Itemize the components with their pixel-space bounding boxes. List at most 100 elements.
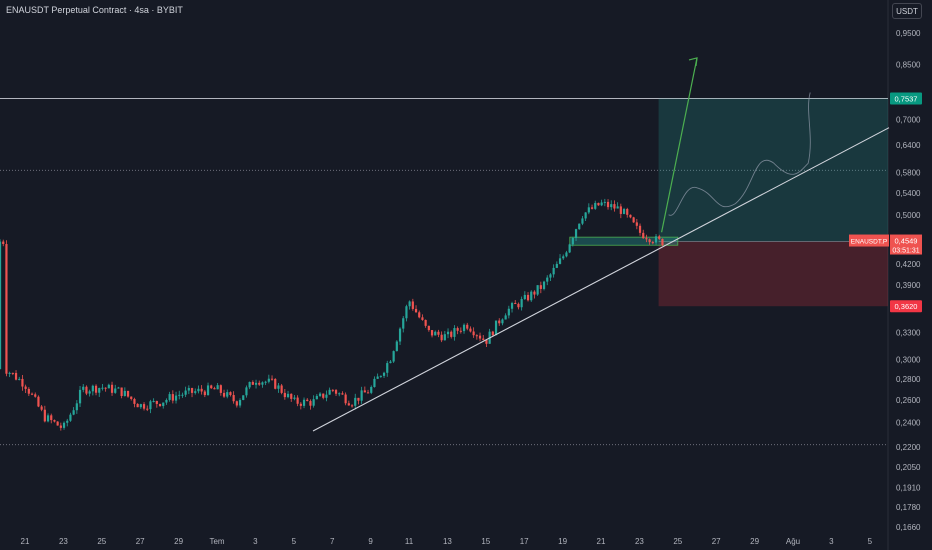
- candle: [482, 338, 485, 340]
- candle: [552, 267, 555, 275]
- candle: [18, 378, 21, 380]
- candle: [40, 406, 43, 410]
- y-tick-label: 0,3900: [896, 281, 921, 290]
- candle: [126, 390, 130, 397]
- candle: [37, 396, 40, 407]
- candle: [203, 391, 206, 396]
- currency-button[interactable]: USDT: [892, 3, 922, 19]
- candle: [408, 301, 411, 307]
- candle: [229, 392, 232, 396]
- candle: [386, 363, 389, 373]
- x-tick-label: 3: [253, 537, 258, 546]
- candle: [168, 394, 171, 400]
- candle: [555, 263, 558, 268]
- x-tick-label: 5: [292, 537, 297, 546]
- x-tick-label: 23: [59, 537, 68, 546]
- candle: [101, 387, 104, 389]
- candle: [94, 385, 98, 393]
- candle: [600, 202, 603, 206]
- y-tick-label: 0,2050: [896, 463, 921, 472]
- candle: [46, 415, 50, 422]
- y-tick-label: 0,4200: [896, 260, 921, 269]
- long-position-target-zone[interactable]: [658, 98, 888, 242]
- chart-title: ENAUSDT Perpetual Contract · 4sa · BYBIT: [6, 5, 183, 15]
- y-tick-label: 0,5000: [896, 211, 921, 220]
- y-tick-label: 0,3300: [896, 328, 921, 337]
- candle: [549, 274, 552, 278]
- candle: [114, 388, 117, 393]
- candle: [584, 212, 587, 219]
- candle: [197, 388, 200, 392]
- x-tick-label: 5: [868, 537, 873, 546]
- candle: [603, 201, 606, 203]
- candle: [213, 388, 216, 390]
- current-price-badge: [890, 234, 922, 255]
- candle: [78, 389, 82, 404]
- y-tick-label: 0,5800: [896, 169, 921, 178]
- candle: [286, 393, 290, 398]
- candle: [376, 376, 379, 379]
- candle: [290, 393, 293, 399]
- candle: [574, 229, 578, 239]
- candle: [312, 399, 315, 406]
- candle: [344, 394, 347, 404]
- candle: [120, 387, 123, 397]
- x-tick-label: 27: [136, 537, 145, 546]
- candle: [430, 330, 434, 336]
- candle: [546, 277, 549, 282]
- candle: [338, 393, 341, 395]
- candle: [398, 328, 402, 342]
- candle: [389, 361, 392, 364]
- countdown-text: 03:51:31: [892, 248, 919, 255]
- candle: [296, 397, 299, 404]
- projection-arrow[interactable]: [661, 57, 698, 233]
- y-tick-label: 0,2800: [896, 375, 921, 384]
- long-position-stop-zone[interactable]: [658, 241, 888, 307]
- y-tick-label: 0,8500: [896, 60, 921, 69]
- candle: [88, 391, 91, 394]
- candle: [536, 285, 539, 295]
- x-tick-label: 27: [712, 537, 721, 546]
- candle: [594, 202, 597, 209]
- y-tick-label: 0,5400: [896, 189, 921, 198]
- candle: [264, 381, 267, 383]
- y-tick-label: 0,1910: [896, 483, 921, 492]
- candle: [341, 393, 344, 395]
- candle: [251, 381, 254, 385]
- candle: [72, 410, 75, 415]
- candle: [24, 386, 27, 389]
- candle: [2, 241, 5, 245]
- candle: [648, 239, 651, 243]
- candle: [152, 400, 155, 402]
- x-tick-label: 23: [635, 537, 644, 546]
- trendline[interactable]: [312, 127, 890, 432]
- candle: [523, 294, 526, 300]
- candle: [539, 285, 542, 289]
- candle: [123, 390, 126, 397]
- x-tick-label: 21: [21, 537, 30, 546]
- candle: [222, 392, 226, 397]
- candle: [315, 395, 318, 400]
- candle: [443, 334, 446, 341]
- candle: [30, 393, 34, 395]
- candle: [418, 312, 421, 318]
- support-zone[interactable]: [569, 236, 679, 246]
- candle: [59, 425, 62, 428]
- symbol-tag-text: ENAUSDT.P: [851, 239, 887, 246]
- candle: [622, 209, 626, 214]
- candle: [491, 331, 494, 336]
- candle: [382, 372, 386, 376]
- candle: [280, 385, 283, 393]
- y-tick-label: 0,2400: [896, 419, 921, 428]
- candle: [174, 395, 178, 401]
- y-tick-label: 0,1660: [896, 523, 921, 532]
- drawing-squiggle[interactable]: [668, 92, 811, 216]
- x-tick-label: 7: [330, 537, 335, 546]
- candle: [619, 206, 622, 214]
- candle: [219, 385, 222, 393]
- candle: [347, 403, 350, 406]
- candle: [597, 202, 600, 206]
- candle: [421, 317, 424, 320]
- candle: [267, 378, 270, 382]
